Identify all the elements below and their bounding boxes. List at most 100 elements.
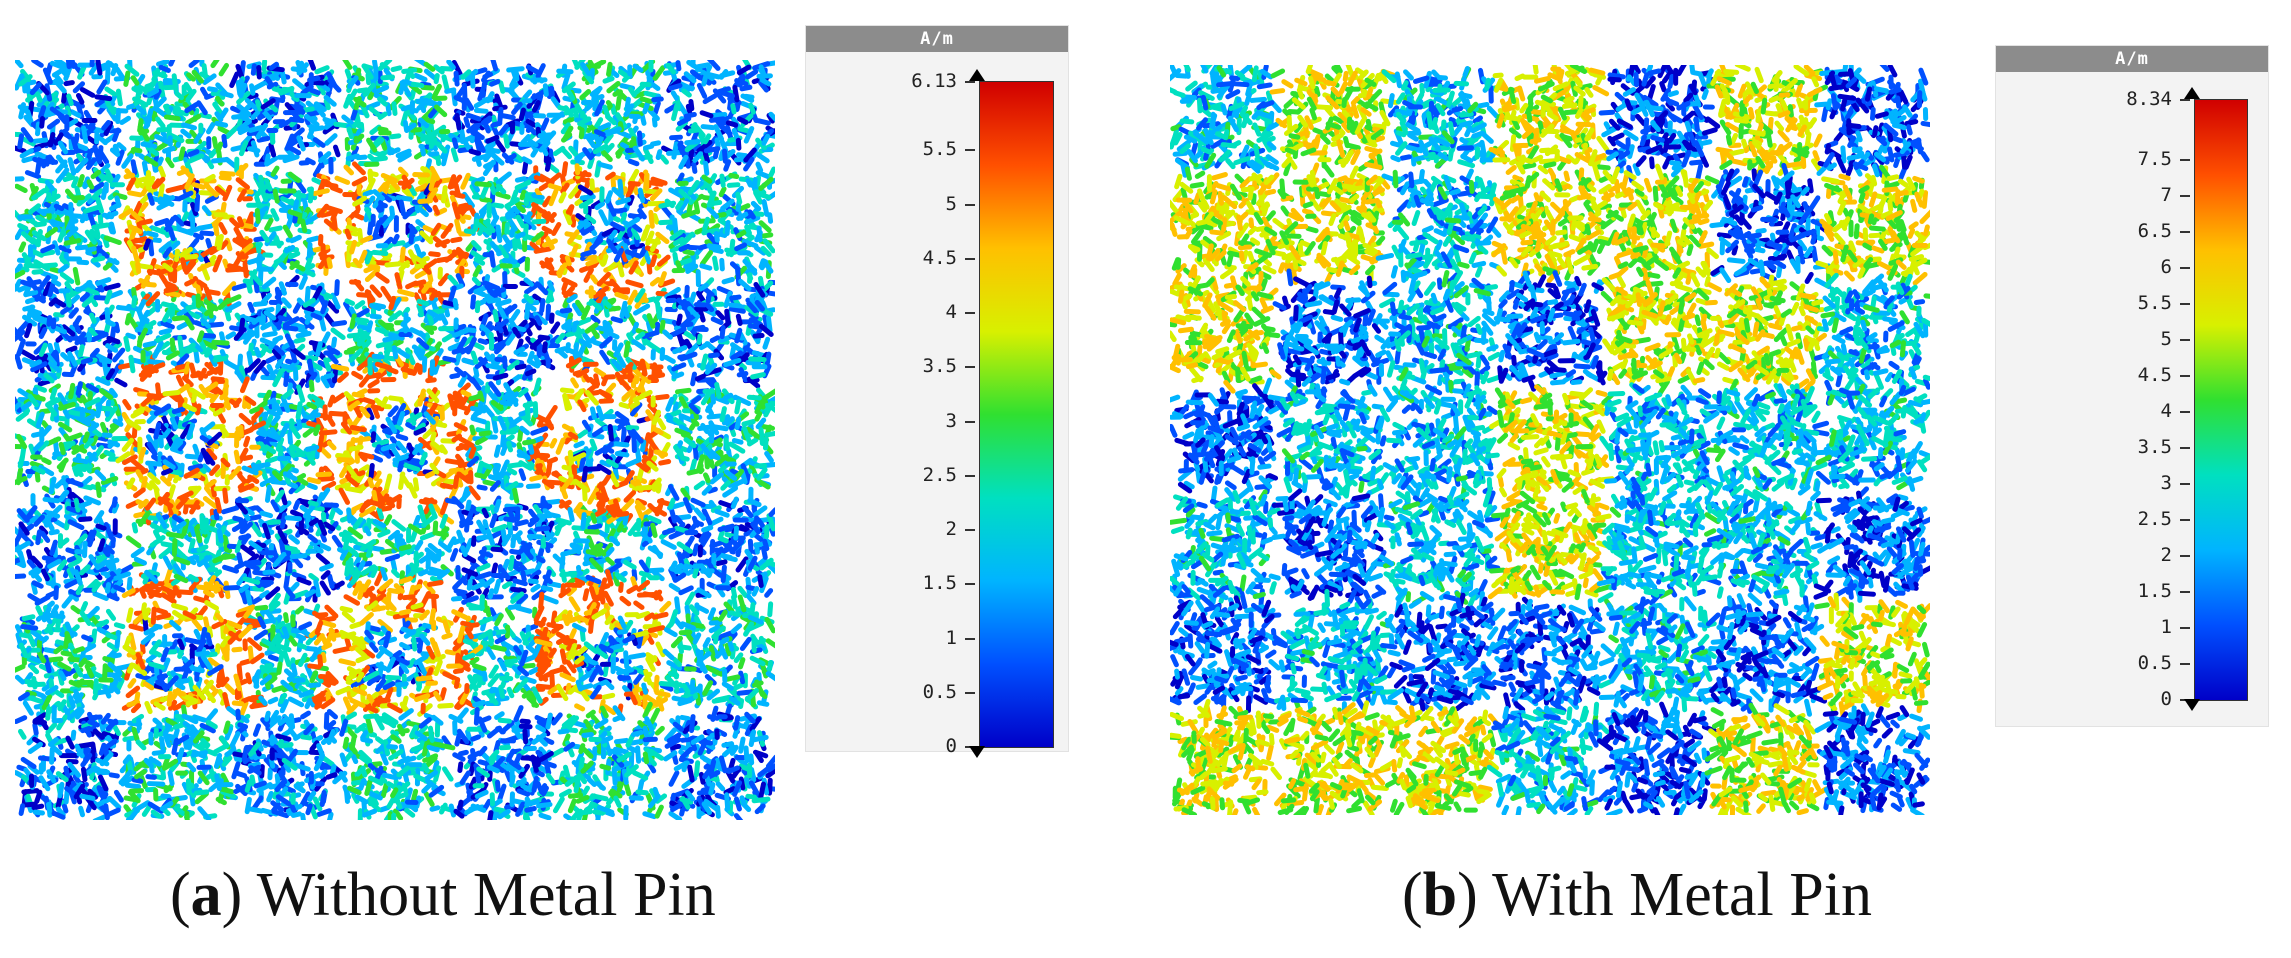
current-arrow (165, 531, 185, 539)
current-arrow (425, 667, 434, 679)
current-arrow (79, 87, 96, 98)
current-arrow (61, 324, 76, 337)
current-arrow (287, 696, 305, 708)
current-arrow (262, 569, 276, 576)
current-arrow (432, 641, 441, 657)
current-arrow (318, 769, 328, 779)
current-arrow (383, 473, 393, 492)
current-arrow (165, 184, 184, 194)
current-arrow (490, 60, 499, 72)
current-arrow (57, 263, 69, 274)
current-arrow (258, 441, 268, 454)
current-arrow (21, 252, 33, 267)
current-arrow (182, 410, 195, 424)
current-arrow (162, 262, 174, 273)
current-arrow (331, 336, 338, 349)
current-arrow (82, 540, 88, 559)
current-arrow (97, 163, 111, 177)
current-arrow (246, 350, 254, 367)
current-arrow (61, 594, 74, 609)
current-arrow (371, 353, 385, 360)
current-arrow (214, 643, 221, 655)
current-arrow (21, 614, 36, 622)
current-arrow (293, 632, 307, 641)
current-arrow (73, 569, 83, 586)
current-arrow (189, 387, 206, 400)
current-arrow (126, 607, 134, 623)
current-arrow (320, 300, 329, 315)
current-arrow (83, 495, 101, 506)
current-arrow (125, 418, 142, 431)
current-arrow (519, 121, 525, 135)
current-arrow (129, 236, 148, 245)
current-arrow (69, 60, 77, 69)
current-arrow (214, 612, 224, 623)
current-arrow (47, 737, 59, 747)
current-arrow (254, 604, 269, 611)
current-arrow (109, 323, 117, 341)
current-arrow (58, 459, 67, 473)
current-arrow (229, 217, 241, 229)
current-arrow (200, 317, 211, 329)
current-arrow (342, 534, 354, 544)
current-arrow (409, 412, 417, 426)
current-arrow (151, 757, 162, 767)
current-arrow (422, 100, 441, 107)
current-arrow (433, 73, 440, 85)
current-arrow (219, 170, 236, 177)
current-arrow (389, 205, 396, 218)
current-arrow (145, 175, 156, 190)
current-arrow (108, 772, 120, 779)
current-arrow (414, 539, 424, 552)
current-arrow (238, 317, 246, 335)
current-arrow (64, 621, 75, 639)
current-arrow (246, 92, 259, 100)
current-arrow (176, 496, 188, 510)
current-arrow (22, 314, 38, 327)
current-arrow (37, 378, 51, 387)
current-arrow (364, 715, 374, 734)
current-arrow (135, 739, 147, 751)
current-arrow (254, 346, 262, 358)
current-arrow (330, 363, 350, 372)
current-arrow (195, 370, 209, 379)
current-arrow (237, 473, 248, 485)
current-arrow (143, 238, 151, 251)
current-arrow (68, 382, 76, 400)
current-arrow (92, 331, 109, 342)
current-arrow (75, 92, 85, 105)
current-arrow (325, 772, 338, 780)
current-arrow (255, 241, 262, 254)
current-arrow (80, 357, 93, 365)
current-arrow (352, 257, 363, 269)
current-arrow (172, 700, 187, 711)
current-arrow (96, 79, 108, 95)
current-arrow (131, 522, 139, 534)
current-arrow (16, 318, 31, 334)
current-arrow (184, 637, 202, 645)
current-arrow (116, 142, 127, 152)
current-arrow (171, 406, 186, 415)
current-arrow (149, 480, 160, 493)
current-arrow (97, 538, 106, 553)
current-arrow (112, 192, 128, 200)
current-arrow (220, 460, 227, 480)
unit-cell (15, 600, 133, 721)
current-arrow (313, 579, 321, 598)
current-arrow (164, 290, 181, 298)
current-arrow (142, 340, 157, 348)
unit-cell (15, 704, 127, 820)
current-vector-field (15, 60, 775, 820)
current-arrow (308, 682, 322, 689)
current-arrow (121, 437, 135, 452)
current-arrow (163, 114, 181, 122)
current-arrow (53, 585, 59, 601)
current-arrow (22, 801, 38, 808)
current-arrow (156, 674, 169, 692)
current-arrow (49, 387, 58, 401)
current-arrow (297, 652, 308, 667)
current-arrow (522, 110, 534, 120)
current-arrow (241, 267, 252, 276)
current-arrow (87, 788, 99, 800)
current-arrow (381, 772, 399, 781)
